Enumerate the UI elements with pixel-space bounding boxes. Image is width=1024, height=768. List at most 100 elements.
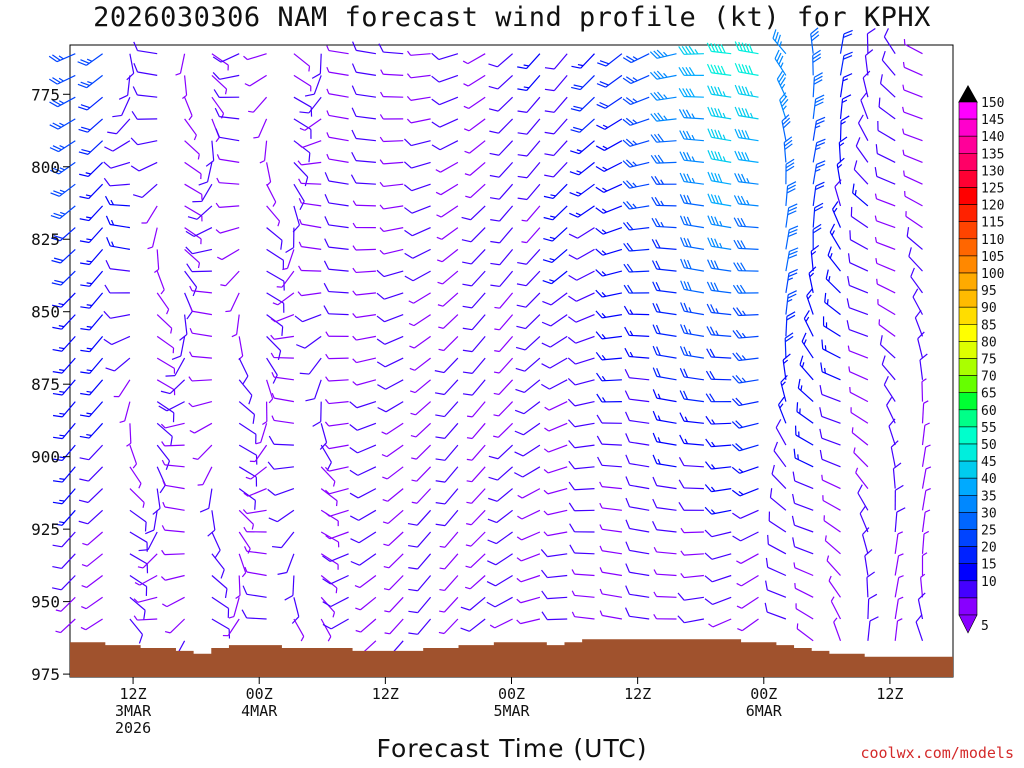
y-tick-label: 900	[31, 448, 60, 467]
wind-barb	[678, 109, 704, 120]
wind-barb	[832, 201, 842, 228]
wind-barb	[783, 136, 793, 163]
colorbar-swatch	[958, 597, 978, 616]
wind-barb	[488, 74, 514, 90]
wind-barb	[541, 611, 568, 621]
wind-barb	[320, 531, 340, 548]
wind-barb	[568, 227, 595, 239]
wind-barb	[320, 575, 338, 594]
wind-barb	[796, 402, 814, 424]
wind-barb	[80, 379, 104, 396]
wind-barb	[439, 553, 459, 570]
wind-barb	[133, 615, 158, 621]
wind-barb	[466, 466, 486, 483]
wind-barb	[80, 270, 104, 287]
wind-barb	[680, 237, 705, 250]
wind-barb	[189, 328, 212, 337]
wind-barb	[732, 284, 759, 294]
wind-barb	[118, 75, 131, 100]
wind-barb	[376, 292, 404, 300]
wind-barb	[270, 314, 295, 323]
wind-barb	[349, 444, 377, 454]
wind-barb	[731, 443, 759, 452]
wind-barb	[160, 574, 185, 581]
wind-barb	[650, 91, 677, 101]
wind-barb	[326, 66, 349, 76]
colorbar-swatch	[958, 494, 978, 513]
wind-barb	[243, 53, 267, 61]
wind-barb	[785, 158, 795, 185]
wind-barb	[834, 179, 842, 207]
wind-barb	[464, 140, 486, 154]
wind-barb	[571, 53, 595, 69]
wind-barb	[438, 335, 459, 352]
wind-barb	[785, 290, 797, 315]
wind-barb	[326, 88, 349, 98]
x-tick-label: 12Z	[372, 685, 399, 703]
wind-barb	[80, 249, 104, 266]
wind-barb	[299, 357, 322, 375]
wind-barb	[732, 509, 759, 519]
wind-barb	[171, 336, 186, 360]
wind-barb	[908, 247, 923, 272]
wind-barb	[833, 617, 842, 642]
wind-barb	[81, 575, 103, 589]
wind-barb	[850, 206, 869, 229]
wind-barb	[768, 511, 787, 533]
y-tick-label: 875	[31, 375, 60, 394]
wind-barb	[267, 461, 294, 470]
wind-barb	[733, 262, 759, 272]
wind-barb	[517, 248, 541, 265]
wind-barb	[821, 339, 841, 359]
wind-barb	[211, 74, 228, 95]
wind-barb	[705, 393, 732, 403]
wind-barb	[408, 553, 432, 570]
wind-barb	[779, 92, 789, 120]
wind-barb	[435, 422, 459, 439]
colorbar-label: 95	[981, 284, 997, 299]
wind-barb	[78, 488, 104, 504]
wind-barb	[326, 153, 349, 163]
wind-barb	[569, 183, 595, 197]
wind-barb	[541, 379, 568, 390]
wind-barb	[595, 331, 622, 340]
wind-barb	[772, 29, 787, 55]
wind-barb	[819, 428, 841, 446]
credit-link[interactable]: coolwx.com/models	[860, 744, 1014, 762]
wind-barb	[103, 335, 131, 346]
wind-barb	[734, 128, 759, 142]
wind-barb	[826, 555, 841, 576]
wind-barb	[866, 28, 876, 54]
colorbar-swatch	[958, 289, 978, 308]
wind-barb	[799, 355, 814, 381]
wind-barb	[381, 422, 404, 435]
wind-barb	[596, 414, 622, 424]
wind-barb	[377, 379, 404, 390]
wind-barb	[886, 396, 896, 424]
wind-barb	[775, 419, 787, 446]
wind-barb	[515, 379, 541, 394]
wind-barb	[624, 326, 650, 337]
wind-barb	[238, 379, 253, 405]
colorbar-label: 80	[981, 335, 997, 350]
wind-barb	[377, 401, 404, 413]
wind-barb	[266, 270, 285, 291]
x-tick-label: 5MAR	[493, 702, 530, 720]
wind-barb	[894, 507, 906, 533]
wind-barb	[381, 444, 404, 458]
wind-barb	[104, 284, 130, 294]
wind-barb	[883, 28, 896, 55]
wind-barb	[350, 531, 377, 544]
wind-barb	[622, 117, 650, 126]
wind-barb	[678, 479, 704, 490]
wind-barb	[238, 531, 251, 554]
wind-barb	[846, 320, 869, 337]
wind-barb	[812, 223, 822, 250]
wind-barb	[732, 374, 759, 384]
wind-barb	[765, 580, 787, 598]
x-tick-label: 3MAR	[115, 702, 152, 720]
colorbar-label: 105	[981, 250, 1004, 265]
wind-barb	[323, 282, 349, 294]
wind-barb	[625, 476, 650, 490]
wind-barb	[320, 509, 339, 527]
